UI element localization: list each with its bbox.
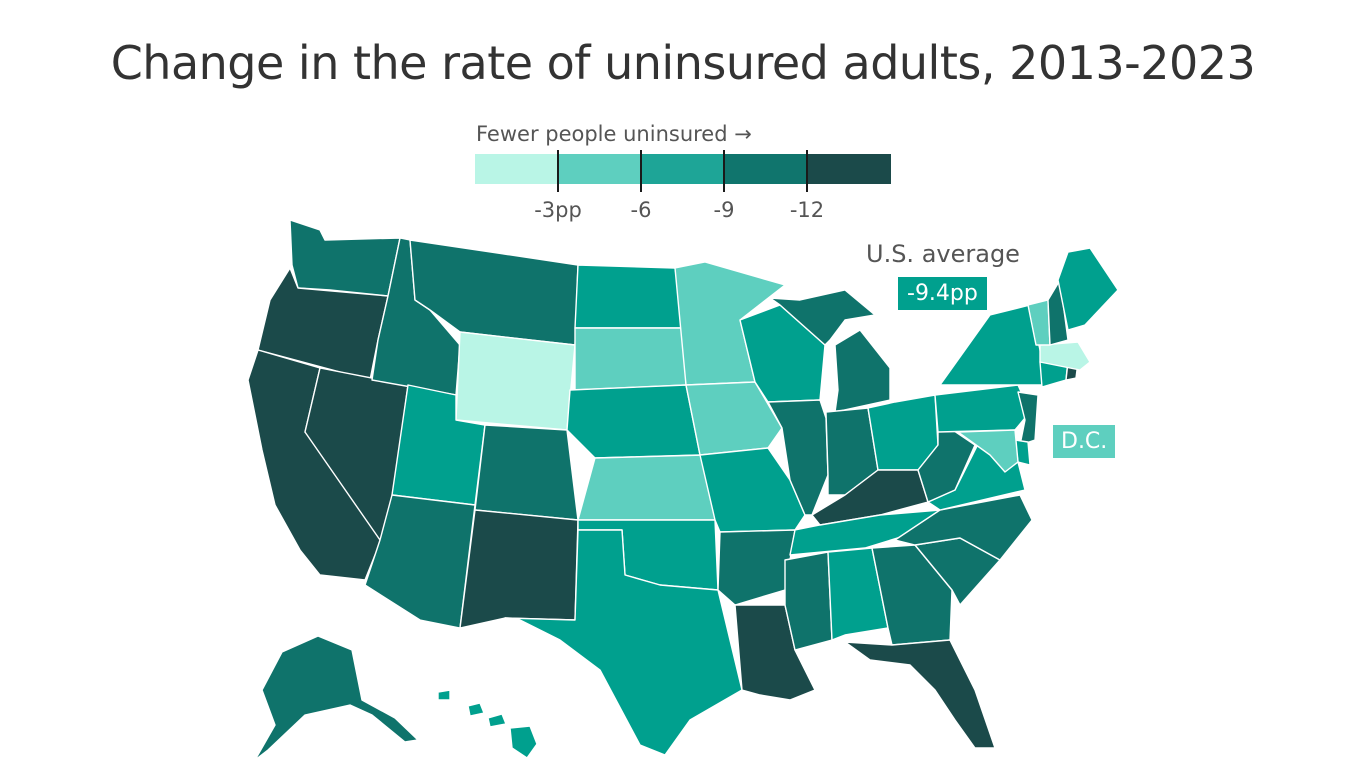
state-AK bbox=[254, 635, 419, 761]
state-NM bbox=[459, 509, 579, 629]
legend-tick-label: -6 bbox=[630, 198, 652, 222]
us-average-label: U.S. average bbox=[866, 240, 1020, 268]
state-AR bbox=[717, 529, 796, 606]
dc-badge: D.C. bbox=[1053, 425, 1116, 458]
state-ND bbox=[574, 264, 686, 329]
state-ME bbox=[1057, 247, 1119, 331]
legend-title: Fewer people uninsured → bbox=[476, 122, 752, 146]
legend-swatch-0 bbox=[475, 154, 559, 184]
state-MI bbox=[769, 289, 891, 413]
legend-swatch-4 bbox=[807, 154, 892, 184]
legend-color-scale bbox=[475, 154, 892, 184]
state-WA bbox=[289, 219, 401, 297]
state-MD bbox=[957, 429, 1019, 473]
legend-swatch-3 bbox=[724, 154, 808, 184]
state-WY bbox=[455, 331, 576, 431]
state-IA bbox=[685, 381, 783, 456]
legend-tick-3 bbox=[806, 150, 808, 192]
state-NE bbox=[566, 384, 701, 459]
state-NY bbox=[939, 304, 1046, 386]
legend-tick-label: -9 bbox=[713, 198, 735, 222]
map-title: Change in the rate of uninsured adults, … bbox=[110, 36, 1256, 90]
state-PA bbox=[934, 384, 1031, 433]
state-SD bbox=[574, 327, 687, 391]
state-MA bbox=[1039, 341, 1091, 371]
legend-tick-0 bbox=[557, 150, 559, 192]
state-CO bbox=[474, 424, 579, 521]
state-KS bbox=[577, 454, 716, 521]
legend-tick-2 bbox=[723, 150, 725, 192]
legend-tick-label: -12 bbox=[789, 198, 825, 222]
state-HI bbox=[437, 689, 538, 759]
legend-tick-1 bbox=[640, 150, 642, 192]
legend-tick-label: -3pp bbox=[534, 198, 582, 222]
legend-swatch-2 bbox=[641, 154, 725, 184]
state-MO bbox=[699, 447, 806, 533]
legend-swatch-1 bbox=[558, 154, 642, 184]
state-TX bbox=[504, 529, 743, 756]
state-MS bbox=[784, 551, 833, 651]
state-NH bbox=[1047, 279, 1069, 346]
state-FL bbox=[844, 639, 996, 749]
state-AL bbox=[827, 547, 889, 641]
state-OR bbox=[257, 267, 389, 381]
us-average-value-badge: -9.4pp bbox=[898, 277, 987, 310]
